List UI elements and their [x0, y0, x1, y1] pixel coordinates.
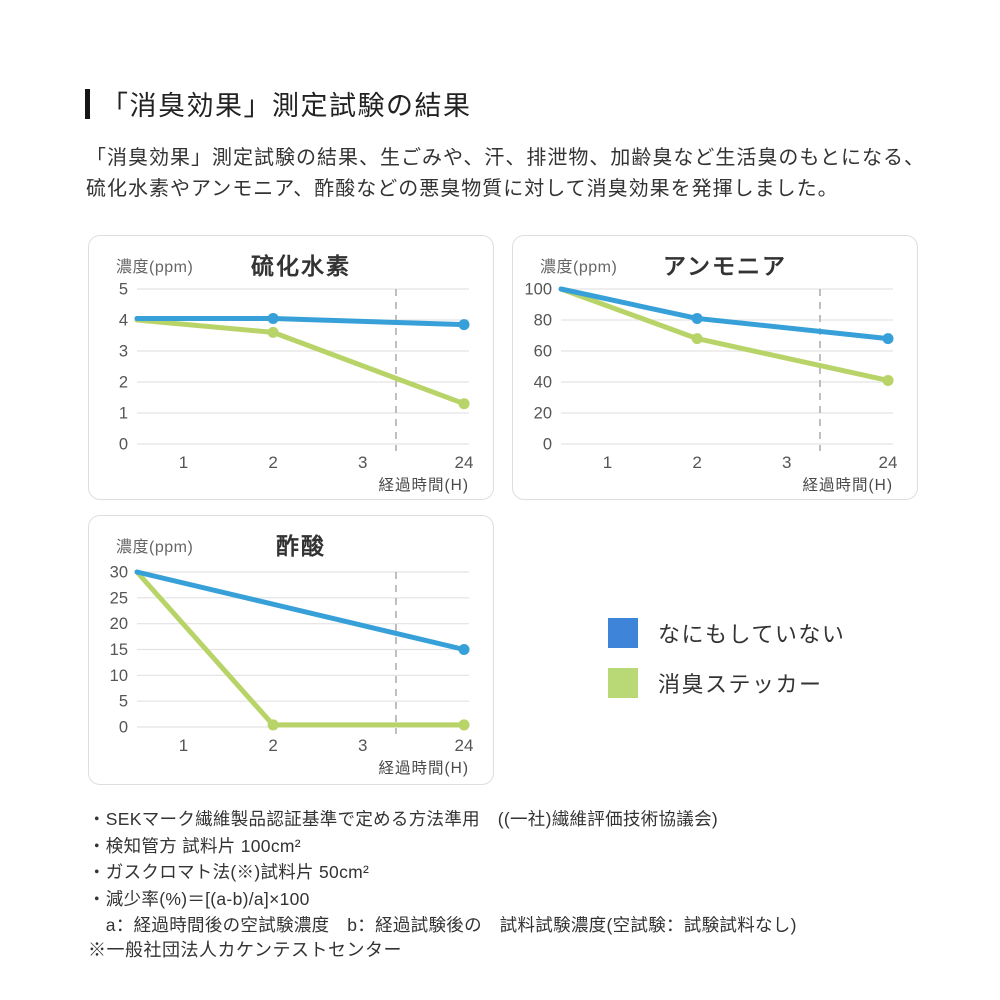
data-point-green	[458, 398, 470, 410]
data-point-blue	[458, 319, 470, 331]
test-method-notes: ・SEKマーク繊維製品認証基準で定める方法準用 ((一社)繊維評価技術協議会) …	[88, 806, 797, 939]
x-tick-label: 2	[268, 736, 277, 755]
legend-label-deodorant-sticker: 消臭ステッカー	[658, 672, 823, 697]
series-line-green	[134, 317, 467, 407]
legend-swatch-green	[608, 668, 638, 698]
line-chart-ammonia: 100 80 60 40 20 0 1 2 3 24 経過時間(H)	[524, 281, 898, 494]
chart-title-acetic-acid: 酢酸	[276, 533, 326, 559]
x-tick-label: 1	[603, 453, 612, 472]
line-chart-acetic-acid: 30 25 20 15 10 5 0 1 2 3 24 経過時間(H)	[110, 564, 474, 777]
legend-item-untreated: なにもしていない	[608, 617, 845, 649]
legend-label-untreated: なにもしていない	[658, 622, 846, 647]
x-tick-label: 1	[179, 453, 188, 472]
x-axis-label: 経過時間(H)	[802, 476, 893, 494]
y-axis-unit-label: 濃度(ppm)	[116, 259, 194, 276]
data-point-green	[691, 333, 703, 345]
note-line-3: ・ガスクロマト法(※)試料片 50cm²	[88, 862, 370, 883]
x-tick-label: 3	[358, 736, 367, 755]
y-axis-unit-label: 濃度(ppm)	[116, 539, 194, 556]
intro-line-2: 硫化水素やアンモニア、酢酸などの悪臭物質に対して消臭効果を発揮しました。	[86, 178, 839, 200]
note-line-2: ・検知管方 試料片 100cm²	[88, 835, 301, 856]
note-line-1: ・SEKマーク繊維製品認証基準で定める方法準用 ((一社)繊維評価技術協議会)	[88, 809, 719, 829]
x-tick-label: 2	[268, 453, 277, 472]
x-tick-label: 2	[692, 453, 701, 472]
x-tick-label: 24	[455, 736, 474, 755]
y-tick-label: 0	[543, 436, 552, 454]
chart-card-ammonia: 濃度(ppm) アンモニア 100 80 60 40 20 0 1 2 3 24 経過時間(H)	[512, 235, 918, 500]
page-header: 「消臭効果」測定試験の結果	[85, 84, 472, 123]
y-tick-label: 3	[119, 343, 128, 361]
y-tick-label: 10	[110, 667, 128, 685]
chart-card-hydrogen-sulfide: 濃度(ppm) 硫化水素 5 4 3 2 1 0 1 2 3 24 経過時間(H)	[88, 235, 494, 500]
chart-card-acetic-acid: 濃度(ppm) 酢酸 30 25 20 15 10 5 0 1 2 3 24 経過時間(H)	[88, 515, 494, 785]
y-tick-label: 40	[534, 374, 552, 392]
note-line-4: ・減少率(%)＝[(a-b)/a]×100	[88, 888, 310, 909]
y-tick-label: 5	[119, 281, 128, 299]
series-line-green	[134, 569, 467, 728]
page-title: 「消臭効果」測定試験の結果	[101, 91, 472, 121]
y-tick-label: 0	[119, 436, 128, 454]
x-axis-label: 経過時間(H)	[378, 476, 469, 494]
series-line-blue	[134, 569, 467, 652]
y-tick-label: 5	[119, 693, 128, 711]
x-tick-label: 24	[879, 453, 898, 472]
y-tick-label: 60	[534, 343, 552, 361]
intro-paragraph: 「消臭効果」測定試験の結果、生ごみや、汗、排泄物、加齢臭など生活臭のもとになる、…	[86, 143, 925, 205]
data-point-green	[882, 374, 894, 386]
legend-item-deodorant-sticker: 消臭ステッカー	[608, 667, 845, 699]
x-tick-label: 3	[782, 453, 791, 472]
y-tick-label: 2	[119, 374, 128, 392]
x-tick-label: 3	[358, 453, 367, 472]
series-line-blue	[558, 286, 891, 342]
y-tick-label: 25	[110, 589, 128, 607]
data-point-blue	[691, 312, 703, 324]
y-tick-label: 4	[119, 312, 128, 330]
chart-title-hydrogen-sulfide: 硫化水素	[251, 253, 351, 279]
data-point-green	[267, 326, 279, 338]
note-line-5: a：経過時間後の空試験濃度 b：経過試験後の 試料試験濃度(空試験：試験試料なし…	[88, 915, 797, 936]
y-tick-label: 0	[119, 719, 128, 737]
x-tick-label: 1	[179, 736, 188, 755]
y-tick-label: 20	[110, 615, 128, 633]
data-point-blue	[882, 333, 894, 345]
x-axis-label: 経過時間(H)	[378, 759, 469, 777]
x-tick-label: 24	[455, 453, 474, 472]
legend-swatch-blue	[608, 618, 638, 648]
intro-line-1: 「消臭効果」測定試験の結果、生ごみや、汗、排泄物、加齢臭など生活臭のもとになる、	[86, 147, 925, 169]
y-tick-label: 20	[534, 405, 552, 423]
line-chart-hydrogen-sulfide: 5 4 3 2 1 0 1 2 3 24 経過時間(H)	[119, 281, 474, 494]
footnote-test-center: ※一般社団法人カケンテストセンター	[88, 940, 402, 960]
data-point-blue	[267, 312, 279, 324]
data-point-green	[267, 719, 279, 731]
legend: なにもしていない 消臭ステッカー	[608, 617, 845, 717]
y-tick-label: 15	[110, 641, 128, 659]
y-axis-unit-label: 濃度(ppm)	[540, 259, 618, 276]
y-tick-label: 100	[524, 281, 552, 299]
chart-title-ammonia: アンモニア	[662, 253, 788, 279]
data-point-blue	[458, 644, 470, 655]
title-accent-bar	[85, 88, 90, 119]
data-point-green	[458, 719, 470, 731]
y-tick-label: 80	[534, 312, 552, 330]
y-tick-label: 1	[119, 405, 128, 423]
y-tick-label: 30	[110, 564, 128, 582]
